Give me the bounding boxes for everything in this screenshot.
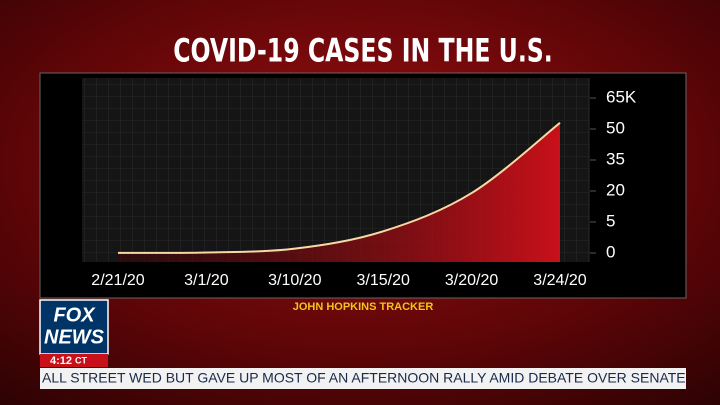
time-box <box>40 354 108 367</box>
y-tick-label: 35 <box>606 149 625 168</box>
y-tick-label: 5 <box>606 211 615 230</box>
logo-bottom: NEWS <box>44 326 105 348</box>
x-tick-label: 3/15/20 <box>357 272 410 289</box>
area <box>118 122 560 262</box>
time-zone: CT <box>75 355 87 365</box>
x-tick-label: 3/1/20 <box>184 272 229 289</box>
x-tick-label: 3/20/20 <box>445 272 498 289</box>
y-tick-label: 65K <box>606 87 637 106</box>
source: JOHN HOPKINS TRACKER <box>293 301 434 313</box>
chart-title: COVID-19 CASES IN THE U.S. <box>173 32 553 69</box>
x-tick-label: 3/24/20 <box>533 272 586 289</box>
time: 4:12 <box>50 355 72 367</box>
ticker-text: ALL STREET WED BUT GAVE UP MOST OF AN AF… <box>42 370 720 386</box>
y-tick-label: 0 <box>606 242 615 261</box>
logo-top: FOX <box>53 304 96 326</box>
line <box>117 122 561 254</box>
y-tick-label: 50 <box>606 118 625 137</box>
logo-box <box>39 299 109 355</box>
x-tick-label: 3/10/20 <box>268 272 321 289</box>
x-axis-band <box>41 266 685 296</box>
y-tick-label: 20 <box>606 180 625 199</box>
ticker-bar <box>40 368 686 389</box>
x-tick-label: 2/21/20 <box>91 272 144 289</box>
